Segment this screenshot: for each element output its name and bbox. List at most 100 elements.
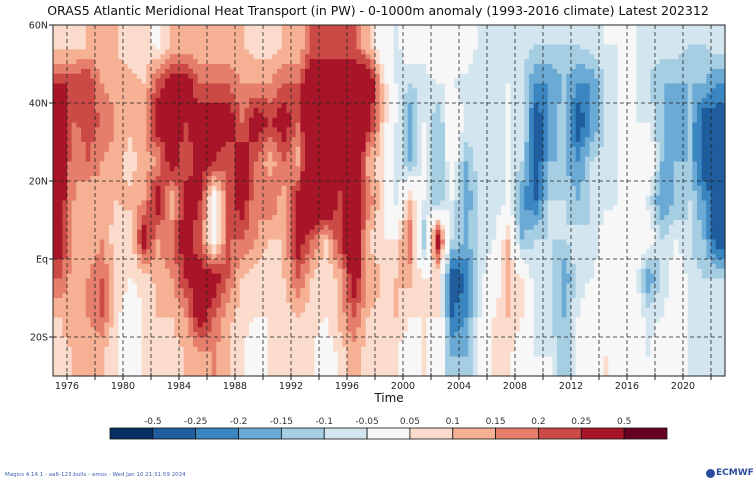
contour-cell xyxy=(412,224,418,231)
contour-cell xyxy=(687,215,693,221)
contour-cell xyxy=(575,137,581,143)
contour-cell xyxy=(305,142,367,148)
contour-cell xyxy=(337,195,343,202)
contour-cell xyxy=(361,273,367,280)
contour-cell xyxy=(249,49,278,55)
contour-cell xyxy=(67,341,110,348)
contour-cell xyxy=(664,98,689,104)
contour-cell xyxy=(151,117,157,124)
contour-cell xyxy=(687,283,726,289)
contour-cell xyxy=(421,137,427,143)
contour-cell xyxy=(281,103,287,109)
contour-cell xyxy=(169,200,175,206)
contour-cell xyxy=(482,302,497,309)
contour-cell xyxy=(118,49,166,55)
contour-cell xyxy=(580,181,591,187)
contour-cell xyxy=(295,234,306,241)
contour-cell xyxy=(53,229,63,236)
contour-cell xyxy=(328,254,334,260)
contour-cell xyxy=(53,371,73,377)
contour-cell xyxy=(151,259,166,265)
contour-cell xyxy=(361,229,367,236)
contour-cell xyxy=(337,249,343,255)
contour-cell xyxy=(95,93,110,99)
contour-cell xyxy=(473,361,479,367)
contour-cell xyxy=(99,68,133,75)
contour-cell xyxy=(519,215,544,221)
contour-cell xyxy=(211,229,217,236)
contour-cell xyxy=(53,29,87,36)
contour-cell xyxy=(375,176,385,182)
contour-cell xyxy=(655,239,675,245)
contour-cell xyxy=(286,239,292,245)
contour-cell xyxy=(543,156,549,163)
contour-cell xyxy=(300,176,362,182)
contour-cell xyxy=(160,54,171,60)
contour-cell xyxy=(323,244,329,250)
contour-cell xyxy=(505,190,511,197)
contour-cell xyxy=(412,122,418,128)
contour-cell xyxy=(613,205,647,211)
contour-cell xyxy=(603,25,637,31)
contour-cell xyxy=(53,224,63,231)
contour-cell xyxy=(113,137,129,143)
contour-cell xyxy=(412,278,441,284)
contour-cell xyxy=(155,205,161,211)
contour-cell xyxy=(99,239,105,245)
contour-cell xyxy=(403,132,409,138)
contour-cell xyxy=(319,234,329,241)
contour-cell xyxy=(365,302,376,309)
contour-cell xyxy=(253,181,297,187)
contour-cell xyxy=(211,185,217,192)
contour-cell xyxy=(67,239,73,245)
contour-cell xyxy=(547,229,600,236)
contour-cell xyxy=(384,93,390,99)
contour-cell xyxy=(510,371,553,377)
contour-cell xyxy=(202,322,213,328)
contour-cell xyxy=(524,78,530,85)
contour-cell xyxy=(277,127,287,133)
contour-cell xyxy=(659,181,675,187)
contour-cell xyxy=(393,73,432,80)
contour-cell xyxy=(253,171,269,177)
contour-cell xyxy=(141,229,147,236)
contour-cell xyxy=(379,288,395,294)
contour-cell xyxy=(361,205,367,211)
contour-cell xyxy=(384,83,390,89)
contour-cell xyxy=(566,302,572,309)
contour-cell xyxy=(505,263,511,270)
contour-cell xyxy=(529,127,535,133)
contour-cell xyxy=(216,249,222,255)
contour-cell xyxy=(286,288,297,294)
contour-cell xyxy=(687,210,693,216)
contour-cell xyxy=(123,307,143,314)
contour-cell xyxy=(267,322,320,328)
contour-cell xyxy=(132,137,147,143)
contour-cell xyxy=(347,263,362,270)
contour-cell xyxy=(295,224,315,231)
contour-cell xyxy=(407,244,413,250)
contour-cell xyxy=(179,195,185,202)
contour-cell xyxy=(650,195,656,202)
contour-cell xyxy=(193,234,203,241)
contour-cell xyxy=(655,298,665,304)
contour-cell xyxy=(659,215,665,221)
contour-cell xyxy=(529,161,535,167)
contour-cell xyxy=(104,351,119,358)
contour-cell xyxy=(253,166,269,172)
contour-cell xyxy=(179,205,185,211)
contour-cell xyxy=(421,127,427,133)
contour-cell xyxy=(692,200,698,206)
contour-cell xyxy=(71,351,105,358)
y-tick-label: 20S xyxy=(30,333,48,344)
contour-cell xyxy=(547,88,563,94)
contour-cell xyxy=(692,146,703,153)
contour-cell xyxy=(393,146,404,153)
contour-cell xyxy=(473,273,479,280)
contour-cell xyxy=(300,137,306,143)
contour-cell xyxy=(533,337,558,343)
contour-cell xyxy=(141,215,166,221)
contour-cell xyxy=(272,54,301,60)
contour-cell xyxy=(678,239,693,245)
contour-cell xyxy=(477,39,605,46)
